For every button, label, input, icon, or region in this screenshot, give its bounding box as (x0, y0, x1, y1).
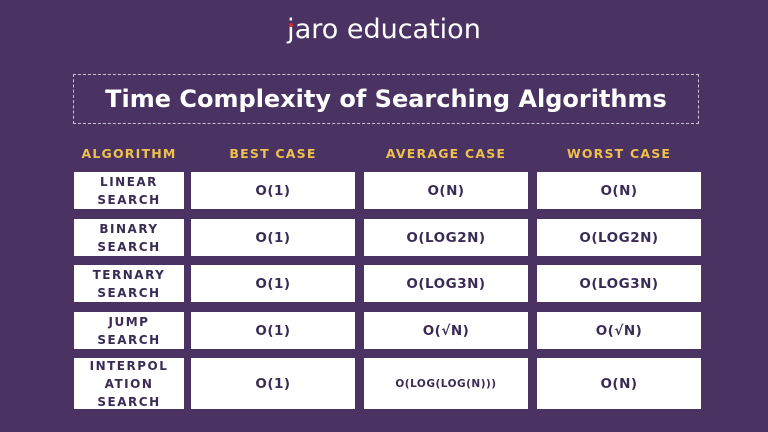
best-case-cell-text: O(1) (255, 182, 291, 199)
best-case-cell-text: O(1) (255, 322, 291, 339)
worst-case-cell-text: O(LOG3N) (579, 275, 659, 292)
title-box: Time Complexity of Searching Algorithms (73, 74, 699, 124)
worst-case-cell: O(N) (537, 358, 701, 409)
worst-case-cell-text: O(LOG2N) (579, 229, 659, 246)
logo-j: j (287, 14, 295, 45)
algorithm-cell-text: LINEAR SEARCH (97, 174, 161, 207)
worst-case-cell-text: O(N) (600, 375, 638, 392)
average-case-cell: O(LOG(LOG(N))) (364, 358, 528, 409)
average-case-cell: O(N) (364, 172, 528, 209)
best-case-cell: O(1) (191, 265, 355, 302)
header-algorithm: ALGORITHM (81, 146, 177, 161)
best-case-cell: O(1) (191, 219, 355, 256)
algorithm-cell: JUMP SEARCH (74, 312, 184, 349)
logo-dot (289, 23, 294, 27)
average-case-cell-text: O(LOG3N) (406, 275, 486, 292)
worst-case-cell: O(N) (537, 172, 701, 209)
best-case-cell-text: O(1) (255, 229, 291, 246)
best-case-cell: O(1) (191, 312, 355, 349)
average-case-cell: O(LOG3N) (364, 265, 528, 302)
best-case-cell-text: O(1) (255, 275, 291, 292)
algorithm-cell-text: BINARY SEARCH (97, 221, 161, 254)
header-best-case: BEST CASE (229, 146, 317, 161)
algorithm-cell-text: JUMP SEARCH (97, 314, 161, 347)
worst-case-cell-text: O(N) (600, 182, 638, 199)
header-average-case: AVERAGE CASE (385, 146, 507, 161)
algorithm-cell: INTERPOL ATION SEARCH (74, 358, 184, 409)
algorithm-cell: LINEAR SEARCH (74, 172, 184, 209)
algorithm-cell-text: INTERPOL ATION SEARCH (89, 358, 169, 409)
algorithm-cell: TERNARY SEARCH (74, 265, 184, 302)
average-case-cell-text: O(N) (427, 182, 465, 199)
page-title: Time Complexity of Searching Algorithms (105, 85, 667, 113)
worst-case-cell-text: O(√N) (595, 322, 643, 339)
average-case-cell: O(√N) (364, 312, 528, 349)
header-worst-case: WORST CASE (566, 146, 672, 161)
worst-case-cell: O(√N) (537, 312, 701, 349)
worst-case-cell: O(LOG3N) (537, 265, 701, 302)
best-case-cell-text: O(1) (255, 375, 291, 392)
logo-text: aro education (294, 14, 481, 45)
algorithm-cell-text: TERNARY SEARCH (92, 267, 166, 300)
worst-case-cell: O(LOG2N) (537, 219, 701, 256)
best-case-cell: O(1) (191, 172, 355, 209)
brand-logo: jaro education (0, 14, 768, 45)
average-case-cell: O(LOG2N) (364, 219, 528, 256)
average-case-cell-text: O(LOG(LOG(N))) (395, 377, 497, 390)
algorithm-cell: BINARY SEARCH (74, 219, 184, 256)
average-case-cell-text: O(√N) (422, 322, 470, 339)
best-case-cell: O(1) (191, 358, 355, 409)
average-case-cell-text: O(LOG2N) (406, 229, 486, 246)
